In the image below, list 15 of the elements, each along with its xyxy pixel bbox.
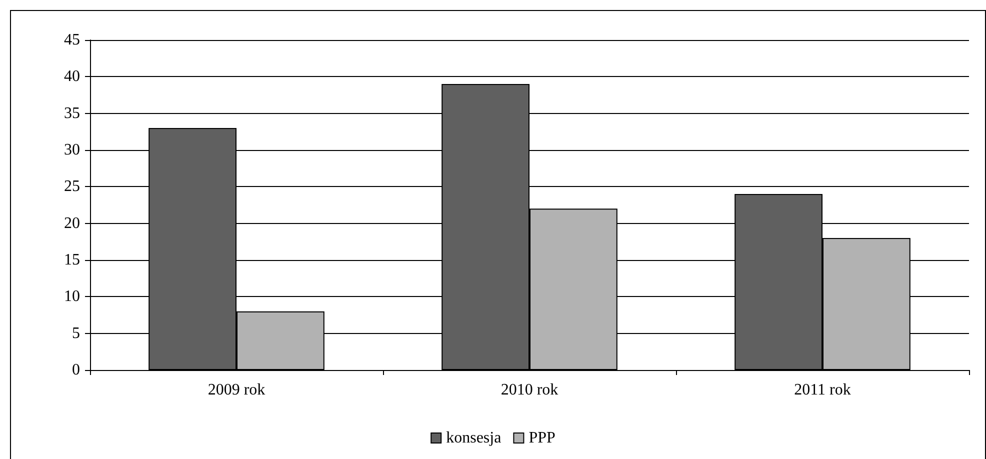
y-tick-label: 0 bbox=[72, 362, 80, 378]
x-tick-label: 2009 rok bbox=[208, 382, 266, 398]
y-tick-label: 45 bbox=[64, 32, 80, 48]
y-tick-label: 40 bbox=[64, 68, 80, 86]
x-tick-label: 2011 rok bbox=[794, 382, 851, 398]
y-tick-label: 20 bbox=[64, 214, 80, 232]
y-tick-label: 10 bbox=[64, 288, 80, 306]
y-tick-label: 35 bbox=[64, 104, 80, 122]
y-tick-label: 30 bbox=[64, 142, 80, 158]
y-tick-label: 15 bbox=[64, 252, 80, 268]
x-tick-label: 2010 rok bbox=[500, 382, 558, 398]
y-tick-label: 5 bbox=[72, 324, 80, 342]
y-tick-label: 25 bbox=[64, 178, 80, 196]
legend-label: konsesja bbox=[446, 430, 502, 446]
legend-label: PPP bbox=[528, 430, 556, 446]
